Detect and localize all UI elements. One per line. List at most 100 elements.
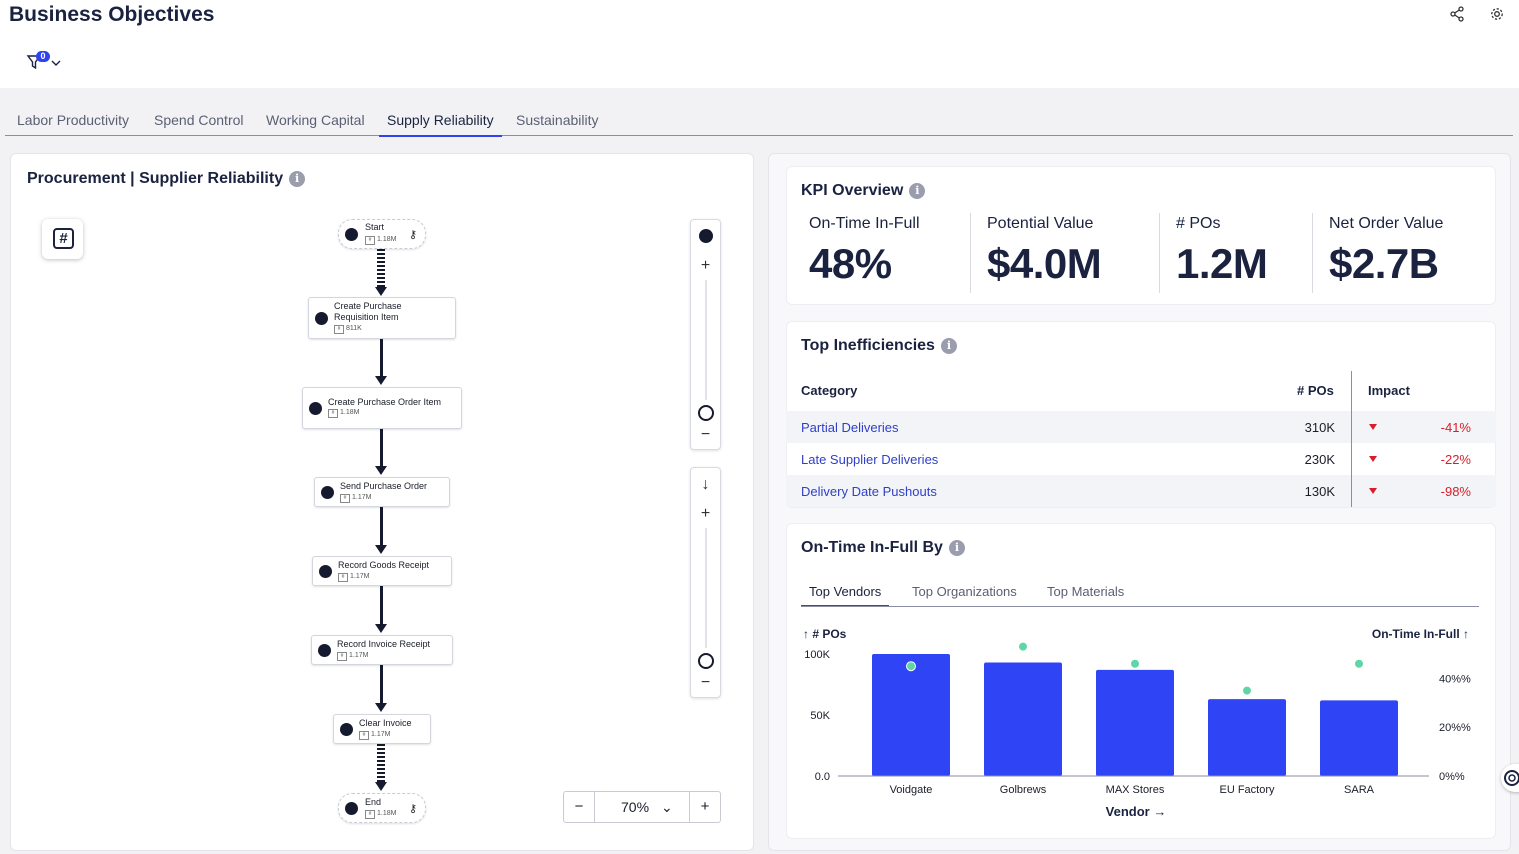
connection-slider-handle[interactable] [698, 653, 714, 669]
otif-point-max-stores[interactable] [1130, 658, 1140, 669]
inefficiencies-title: Top Inefficiencies i [801, 337, 957, 355]
arrow-down-icon[interactable]: ↓ [701, 476, 710, 493]
kpi-value-otif: 48% [809, 240, 892, 287]
arrow-head [375, 376, 387, 385]
node-count: 1.17M [359, 731, 390, 740]
info-icon[interactable]: i [289, 171, 306, 187]
otif-point-voidgate[interactable] [906, 661, 916, 672]
otif-point-golbrews[interactable] [1018, 641, 1028, 652]
chevron-down-icon: ⌄ [661, 799, 673, 815]
node-count: 1.17M [340, 494, 371, 503]
column-header-impact[interactable]: Impact [1368, 383, 1410, 398]
column-header-pos[interactable]: # POs [1297, 383, 1334, 398]
share-icon[interactable] [1449, 6, 1467, 24]
slider-track[interactable] [705, 528, 707, 648]
activity-increase-button[interactable]: + [700, 257, 711, 274]
filter-count-badge: 0 [36, 51, 50, 62]
kpi-value-potential: $4.0M [987, 240, 1102, 287]
info-icon[interactable]: i [909, 183, 926, 199]
node-label: Create Purchase Requisition Item [334, 301, 402, 322]
process-node-record-invoice-receipt[interactable]: Record Invoice Receipt 1.17M [311, 635, 453, 665]
toggle-counts-button[interactable]: # [42, 219, 83, 259]
connection-decrease-button[interactable]: − [700, 674, 711, 691]
zoom-level-select[interactable]: 70% ⌄ [596, 792, 690, 822]
process-edge [380, 339, 383, 376]
tab-top-organizations[interactable]: Top Organizations [912, 584, 1017, 599]
page-title: Business Objectives [9, 3, 215, 26]
table-row[interactable]: Delivery Date Pushouts 130K -98% [786, 475, 1496, 507]
node-count: 1.17M [337, 652, 368, 661]
x-tick-label: EU Factory [1219, 784, 1275, 796]
filter-button[interactable]: 0 [26, 50, 66, 74]
node-count: 1.18M [365, 236, 396, 245]
bar-max-stores[interactable] [1096, 669, 1174, 776]
x-tick-label: SARA [1344, 784, 1375, 796]
bar-eu-factory[interactable] [1208, 699, 1286, 776]
activity-decrease-button[interactable]: − [700, 426, 711, 443]
kpi-label: Potential Value [987, 215, 1094, 232]
node-label: Clear Invoice [359, 718, 412, 728]
bar-voidgate[interactable] [872, 654, 950, 776]
settings-gear-icon[interactable] [1489, 6, 1507, 24]
category-link[interactable]: Delivery Date Pushouts [801, 484, 937, 499]
key-icon: ⚷ [408, 803, 417, 815]
slider-track[interactable] [705, 280, 707, 400]
table-row[interactable]: Partial Deliveries 310K -41% [786, 411, 1496, 443]
pos-value: 130K [1304, 484, 1335, 499]
tab-underline [801, 606, 1479, 607]
tab-working-capital[interactable]: Working Capital [266, 112, 365, 128]
process-node-send-purchase-order[interactable]: Send Purchase Order 1.17M [314, 477, 450, 507]
connection-slider: ↓ + − [690, 467, 721, 698]
help-lifebuoy-icon[interactable] [1501, 764, 1519, 792]
node-dot [340, 723, 353, 736]
kpi-value-net-order: $2.7B [1329, 240, 1439, 287]
y-axis-title[interactable]: ↑ # POs [803, 627, 847, 641]
process-edge [380, 665, 383, 703]
tab-supply-reliability[interactable]: Supply Reliability [379, 112, 502, 137]
info-icon[interactable]: i [948, 540, 965, 556]
bar-golbrews[interactable] [984, 662, 1062, 776]
node-dot [315, 312, 328, 325]
info-icon[interactable]: i [940, 338, 957, 354]
zoom-in-button[interactable]: + [689, 792, 720, 822]
kpi-label: On-Time In-Full [809, 215, 920, 232]
node-label: End [365, 797, 382, 807]
arrow-head [375, 624, 387, 633]
bar-sara[interactable] [1320, 700, 1398, 776]
activity-slider-top-handle[interactable] [699, 229, 713, 243]
node-dot [318, 644, 331, 657]
tab-top-materials[interactable]: Top Materials [1047, 584, 1125, 599]
process-node-clear-invoice[interactable]: Clear Invoice 1.17M [333, 714, 431, 744]
arrow-head [375, 466, 387, 475]
column-divider [1351, 371, 1352, 507]
process-edge [380, 586, 383, 624]
down-triangle-icon [1369, 424, 1377, 430]
category-link[interactable]: Partial Deliveries [801, 420, 899, 435]
activity-slider-handle[interactable] [698, 405, 714, 421]
zoom-out-button[interactable]: − [564, 792, 595, 822]
tab-sustainability[interactable]: Sustainability [516, 112, 599, 128]
connection-increase-button[interactable]: + [700, 505, 711, 522]
x-axis-title[interactable]: Vendor → [1106, 804, 1167, 819]
tab-top-vendors[interactable]: Top Vendors [800, 584, 890, 607]
process-edge [377, 744, 385, 782]
arrow-head [375, 545, 387, 554]
process-node-start[interactable]: Start 1.18M ⚷ [338, 219, 426, 249]
process-node-create-purchase-requisition-item[interactable]: Create Purchase Requisition Item 811K [308, 297, 456, 339]
process-node-create-purchase-order-item[interactable]: Create Purchase Order Item 1.18M [302, 387, 462, 429]
tab-labor-productivity[interactable]: Labor Productivity [17, 112, 130, 128]
otif-point-sara[interactable] [1354, 658, 1364, 669]
divider [1159, 213, 1160, 293]
column-header-category[interactable]: Category [801, 383, 858, 398]
y2-axis-title[interactable]: On-Time In-Full ↑ [1372, 627, 1469, 641]
category-link[interactable]: Late Supplier Deliveries [801, 452, 939, 467]
process-node-end[interactable]: End 1.18M ⚷ [338, 793, 426, 823]
process-node-record-goods-receipt[interactable]: Record Goods Receipt 1.17M [312, 556, 452, 586]
node-count: 811K [334, 325, 362, 334]
node-dot [345, 802, 358, 815]
tab-spend-control[interactable]: Spend Control [154, 112, 244, 128]
otif-point-eu-factory[interactable] [1242, 685, 1252, 696]
table-row[interactable]: Late Supplier Deliveries 230K -22% [786, 443, 1496, 475]
zoom-control: − 70% ⌄ + [563, 791, 721, 823]
process-edge [380, 507, 383, 545]
